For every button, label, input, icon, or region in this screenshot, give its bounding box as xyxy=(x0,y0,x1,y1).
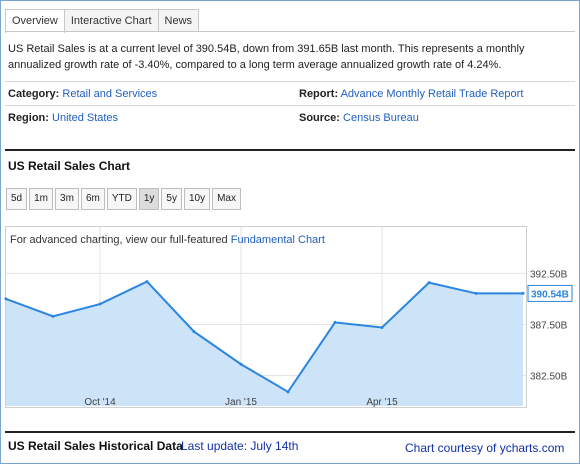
divider xyxy=(5,81,575,82)
range-button-ytd[interactable]: YTD xyxy=(106,188,137,210)
region-link[interactable]: United States xyxy=(52,112,119,124)
data-point xyxy=(4,297,8,301)
data-point xyxy=(98,302,102,306)
data-point xyxy=(51,314,55,318)
section-divider xyxy=(5,149,575,151)
section-divider xyxy=(5,431,575,433)
data-point xyxy=(286,390,290,394)
last-value-label: 390.54B xyxy=(531,289,569,300)
x-tick-label: Apr '15 xyxy=(366,397,398,408)
tab-interactive-chart[interactable]: Interactive Chart xyxy=(63,9,159,32)
category-label: Category: xyxy=(8,88,60,100)
y-tick-label: 392.50B xyxy=(530,269,568,280)
chart-courtesy-text: Chart courtesy of ycharts.com xyxy=(405,441,565,455)
last-update-text: Last update: July 14th xyxy=(181,439,299,453)
chart-note-text: For advanced charting, view our full-fea… xyxy=(10,234,231,246)
range-selector: 5d 1m 3m 6m YTD 1y 5y 10y Max xyxy=(6,188,243,210)
chart-note: For advanced charting, view our full-fea… xyxy=(10,234,325,246)
range-button-5y[interactable]: 5y xyxy=(161,188,182,210)
tab-divider xyxy=(5,31,575,32)
range-button-6m[interactable]: 6m xyxy=(80,188,105,210)
range-button-1m[interactable]: 1m xyxy=(29,188,54,210)
historical-data-title: US Retail Sales Historical Data xyxy=(8,439,183,453)
category-row: Category: Retail and Services xyxy=(8,88,157,100)
summary-text: US Retail Sales is at a current level of… xyxy=(8,43,525,71)
range-button-max[interactable]: Max xyxy=(212,188,241,210)
fundamental-chart-link[interactable]: Fundamental Chart xyxy=(230,234,325,246)
region-label: Region: xyxy=(8,112,49,124)
data-point xyxy=(192,330,196,334)
data-point xyxy=(145,280,149,284)
data-point xyxy=(333,320,337,324)
range-button-5d[interactable]: 5d xyxy=(6,188,28,210)
tab-news[interactable]: News xyxy=(157,9,200,32)
x-tick-label: Jan '15 xyxy=(225,397,257,408)
data-point xyxy=(521,291,525,295)
tab-overview[interactable]: Overview xyxy=(5,9,65,33)
tab-bar: Overview Interactive Chart News xyxy=(5,9,200,33)
category-link[interactable]: Retail and Services xyxy=(62,88,158,100)
range-button-10y[interactable]: 10y xyxy=(183,188,211,210)
data-point xyxy=(427,281,431,285)
region-row: Region: United States xyxy=(8,112,118,124)
report-link[interactable]: Advance Monthly Retail Trade Report xyxy=(340,88,524,100)
series-line xyxy=(5,280,523,394)
y-tick-label: 387.50B xyxy=(530,320,568,331)
source-label: Source: xyxy=(299,112,340,124)
last-value-tag xyxy=(527,284,573,302)
report-row: Report: Advance Monthly Retail Trade Rep… xyxy=(299,88,523,100)
area-fill xyxy=(6,281,523,406)
data-point xyxy=(239,362,243,366)
data-point xyxy=(380,326,384,330)
range-button-3m[interactable]: 3m xyxy=(55,188,79,210)
retail-sales-chart: 392.50B 387.50B 382.50B Oct '14 Jan '15 Apr '… xyxy=(4,227,573,408)
x-tick-label: Oct '14 xyxy=(84,397,116,408)
divider xyxy=(5,105,575,106)
source-row: Source: Census Bureau xyxy=(299,112,419,124)
range-button-1y[interactable]: 1y xyxy=(138,188,160,210)
y-tick-label: 382.50B xyxy=(530,371,568,382)
source-link[interactable]: Census Bureau xyxy=(343,112,419,124)
data-point xyxy=(474,291,478,295)
chart-section-title: US Retail Sales Chart xyxy=(8,159,131,173)
report-label: Report: xyxy=(299,88,339,100)
